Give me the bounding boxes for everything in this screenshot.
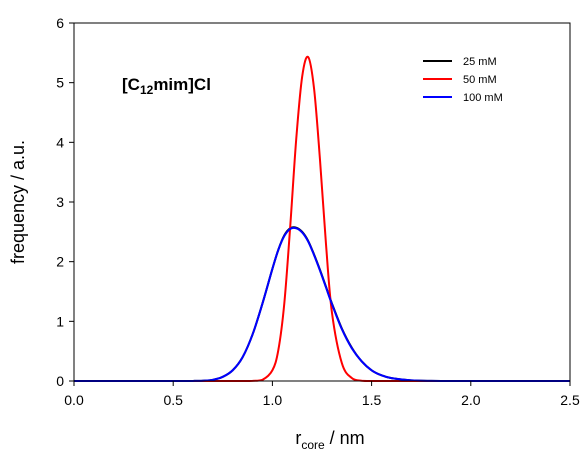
legend-label-0: 25 mM [463,56,497,68]
legend: 25 mM 50 mM 100 mM [423,56,503,104]
y-tick-label: 4 [56,134,64,150]
y-tick-label: 1 [56,313,64,329]
x-tick-label: 2.0 [461,392,481,408]
series-line-2 [74,226,570,382]
series-line-1 [74,55,570,382]
y-axis-label: frequency / a.u. [8,140,28,264]
chart-annotation: [C12mim]Cl [122,75,211,97]
x-axis-label-subscript: core [301,438,325,452]
x-axis-label-rest: / nm [325,428,365,448]
y-tick-label: 5 [56,75,64,91]
annotation-rest: mim]Cl [153,75,211,94]
annotation-main: [C [122,75,140,94]
x-tick-label: 0.5 [163,392,183,408]
y-tick-label: 0 [56,373,64,389]
x-tick-label: 1.5 [362,392,382,408]
y-tick-label: 6 [56,15,64,31]
legend-label-1: 50 mM [463,74,497,86]
y-tick-label: 2 [56,254,64,270]
x-axis-label-main: r [295,428,301,448]
series-line-0 [74,226,570,382]
legend-label-2: 100 mM [463,92,503,104]
x-tick-label: 1.0 [263,392,283,408]
x-axis-label: rcore / nm [295,428,364,452]
annotation-subscript: 12 [140,83,154,97]
series-layer [74,55,570,382]
x-tick-label: 2.5 [560,392,580,408]
y-tick-label: 3 [56,194,64,210]
x-tick-label: 0.0 [64,392,84,408]
